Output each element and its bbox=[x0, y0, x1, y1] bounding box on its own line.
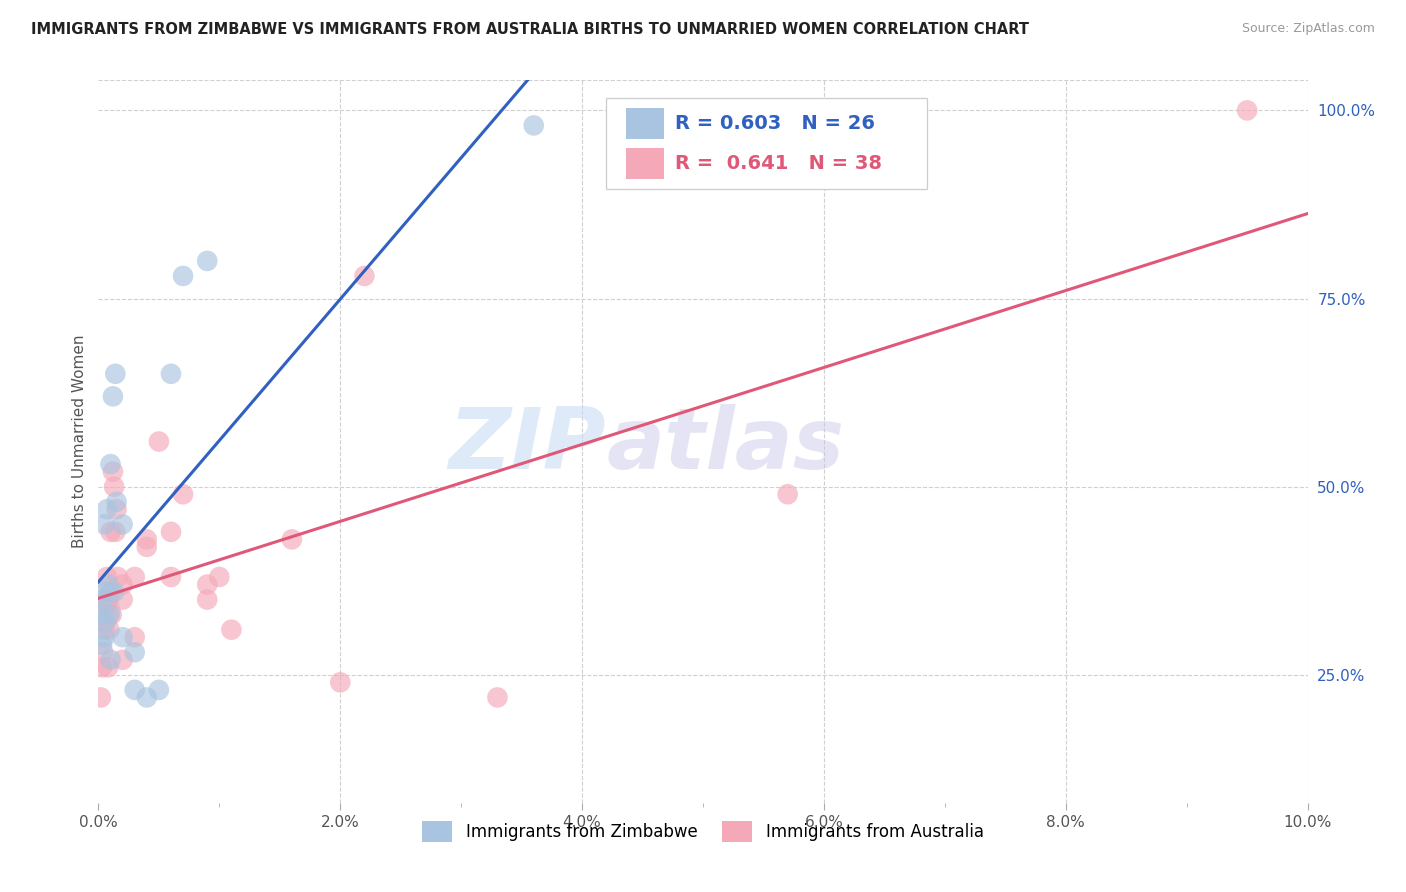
Point bbox=[98, 623, 121, 637]
Y-axis label: Births to Unmarried Women: Births to Unmarried Women bbox=[72, 334, 87, 549]
Text: Source: ZipAtlas.com: Source: ZipAtlas.com bbox=[1241, 22, 1375, 36]
Point bbox=[100, 524, 122, 539]
Point bbox=[353, 268, 375, 283]
Point bbox=[96, 502, 118, 516]
Point bbox=[111, 653, 134, 667]
Point bbox=[96, 570, 118, 584]
Point bbox=[100, 653, 122, 667]
Point bbox=[1236, 103, 1258, 118]
Point bbox=[486, 690, 509, 705]
Point bbox=[101, 465, 124, 479]
Point bbox=[100, 585, 122, 599]
Point bbox=[105, 494, 128, 508]
Point bbox=[135, 533, 157, 547]
Point bbox=[90, 690, 112, 705]
Point bbox=[160, 570, 183, 584]
FancyBboxPatch shape bbox=[626, 109, 664, 139]
Text: ZIP: ZIP bbox=[449, 404, 606, 487]
Text: R = 0.603   N = 26: R = 0.603 N = 26 bbox=[675, 114, 875, 133]
Text: IMMIGRANTS FROM ZIMBABWE VS IMMIGRANTS FROM AUSTRALIA BIRTHS TO UNMARRIED WOMEN : IMMIGRANTS FROM ZIMBABWE VS IMMIGRANTS F… bbox=[31, 22, 1029, 37]
Point bbox=[105, 502, 128, 516]
Point bbox=[91, 660, 114, 674]
Point bbox=[94, 615, 117, 630]
Point bbox=[104, 367, 127, 381]
FancyBboxPatch shape bbox=[606, 98, 927, 189]
Point bbox=[98, 607, 121, 622]
Point bbox=[160, 367, 183, 381]
Point bbox=[208, 570, 231, 584]
Point bbox=[221, 623, 243, 637]
Point bbox=[97, 660, 120, 674]
Point bbox=[107, 570, 129, 584]
FancyBboxPatch shape bbox=[626, 148, 664, 178]
Legend: Immigrants from Zimbabwe, Immigrants from Australia: Immigrants from Zimbabwe, Immigrants fro… bbox=[416, 814, 990, 848]
Point bbox=[101, 389, 124, 403]
Point bbox=[124, 682, 146, 697]
Point bbox=[124, 630, 146, 644]
Point bbox=[776, 487, 799, 501]
Point bbox=[103, 480, 125, 494]
Point bbox=[90, 607, 112, 622]
Point bbox=[93, 517, 115, 532]
Point bbox=[91, 638, 114, 652]
Point bbox=[104, 524, 127, 539]
Point bbox=[148, 434, 170, 449]
Point bbox=[160, 524, 183, 539]
Point bbox=[94, 600, 117, 615]
Text: atlas: atlas bbox=[606, 404, 845, 487]
Point bbox=[124, 570, 146, 584]
Point bbox=[195, 577, 218, 591]
Point bbox=[100, 607, 122, 622]
Point bbox=[93, 630, 115, 644]
Point bbox=[281, 533, 304, 547]
Point bbox=[111, 517, 134, 532]
Point bbox=[97, 577, 120, 591]
Point bbox=[91, 645, 114, 659]
Point bbox=[135, 690, 157, 705]
Point bbox=[172, 487, 194, 501]
Point bbox=[111, 592, 134, 607]
Text: R =  0.641   N = 38: R = 0.641 N = 38 bbox=[675, 153, 882, 173]
Point bbox=[195, 253, 218, 268]
Point bbox=[91, 592, 114, 607]
Point bbox=[111, 630, 134, 644]
Point bbox=[523, 119, 546, 133]
Point bbox=[93, 623, 115, 637]
Point bbox=[195, 592, 218, 607]
Point bbox=[111, 577, 134, 591]
Point bbox=[329, 675, 352, 690]
Point bbox=[135, 540, 157, 554]
Point bbox=[148, 682, 170, 697]
Point bbox=[172, 268, 194, 283]
Point bbox=[97, 592, 120, 607]
Point bbox=[94, 585, 117, 599]
Point bbox=[124, 645, 146, 659]
Point bbox=[103, 585, 125, 599]
Point bbox=[90, 604, 112, 618]
Point bbox=[100, 457, 122, 471]
